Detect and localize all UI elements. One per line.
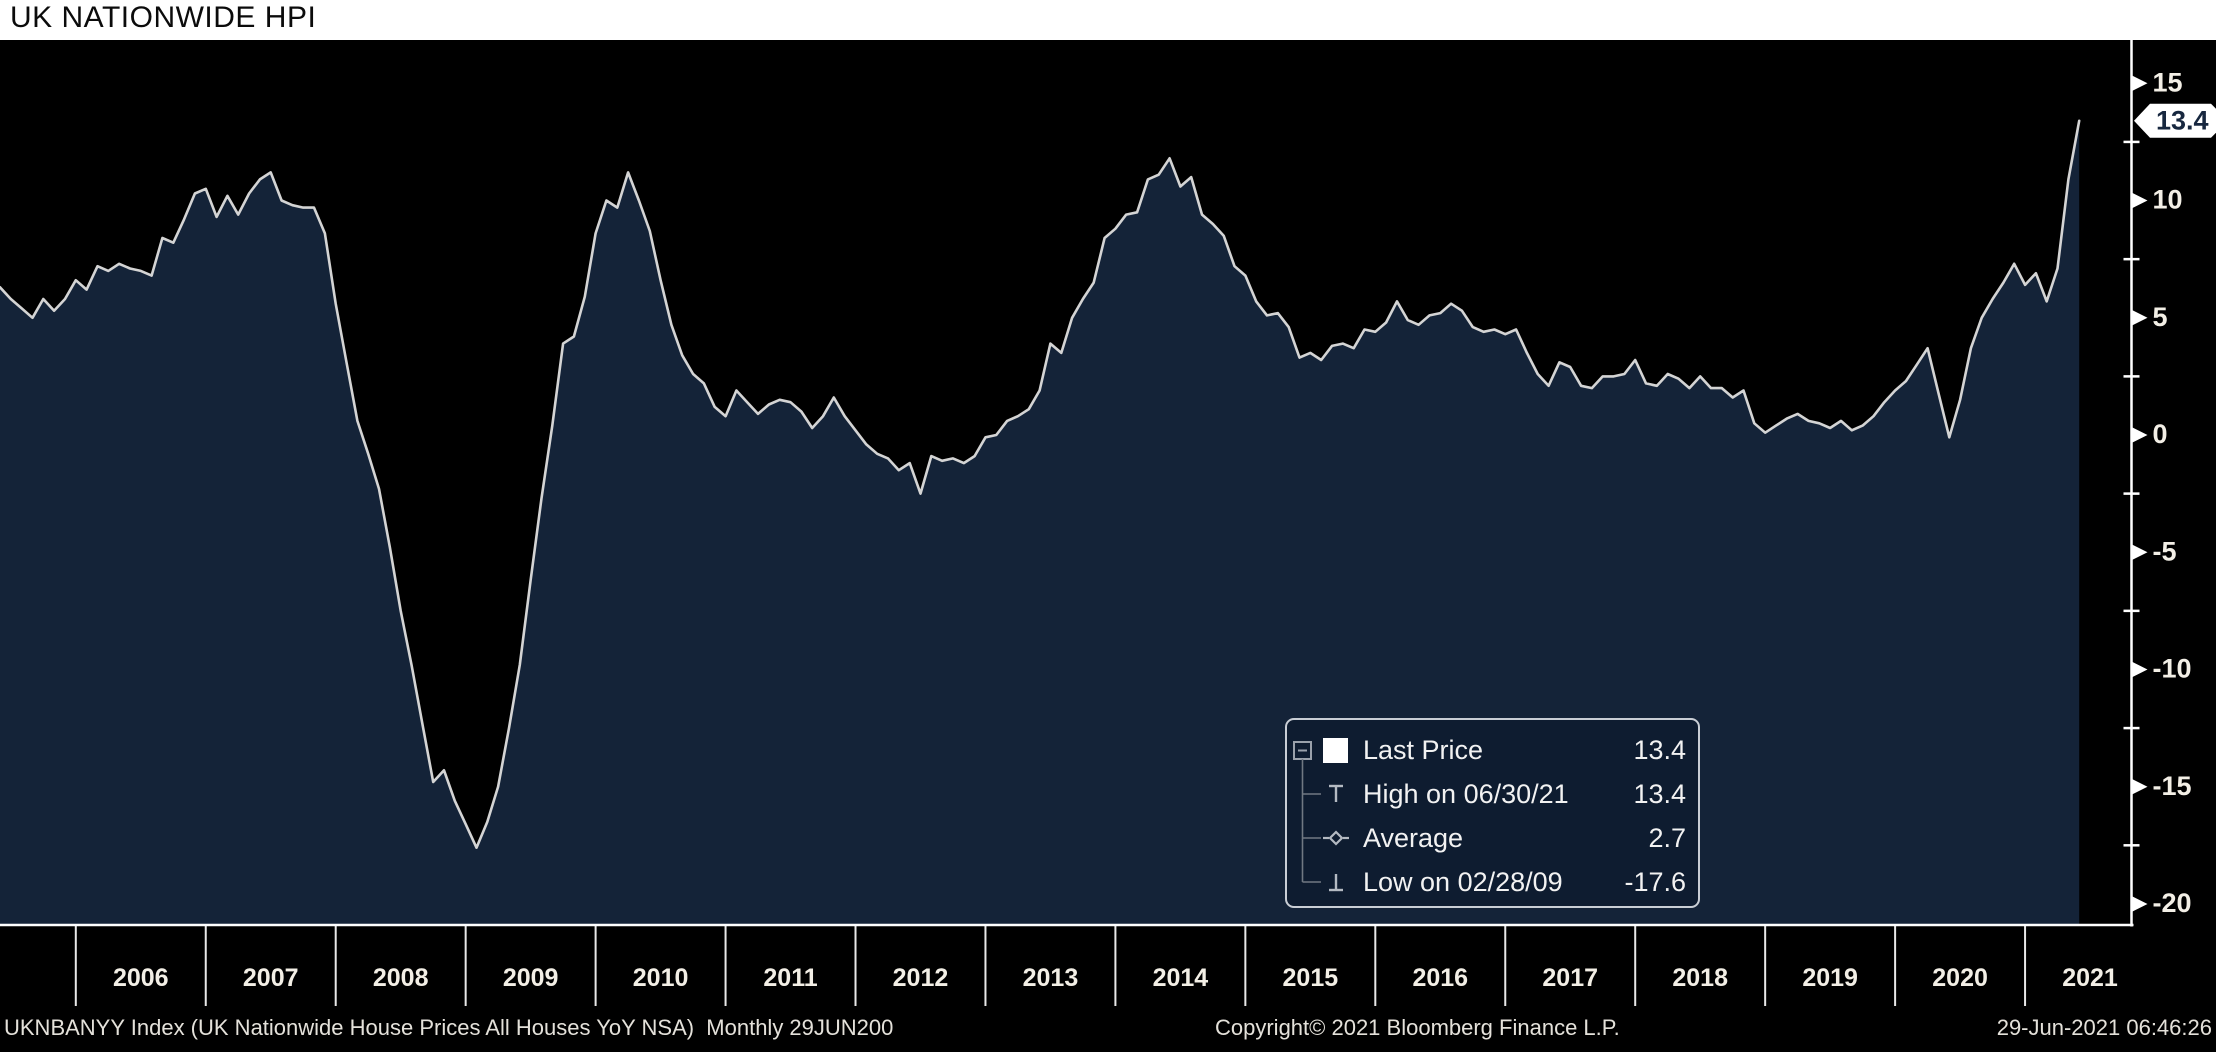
legend-row-low[interactable]: Low on 02/28/09 -17.6 — [1323, 860, 1686, 904]
y-axis: 15 10 5 0 -5 -10 -15 -20 — [2123, 67, 2192, 918]
timestamp: 29-Jun-2021 06:46:26 — [1996, 1015, 2212, 1040]
last-price-tag-value: 13.4 — [2156, 105, 2209, 135]
page-title: UK NATIONWIDE HPI — [10, 1, 317, 34]
y-axis-label: -15 — [2153, 771, 2192, 801]
tree-branch-lines — [1301, 759, 1321, 883]
legend-row-average[interactable]: Average 2.7 — [1323, 816, 1686, 860]
last-price-tag: 13.4 — [2134, 103, 2216, 138]
x-axis-line — [0, 923, 2134, 927]
y-axis-minor-tick — [2123, 609, 2140, 613]
y-axis-tick-arrow — [2131, 75, 2148, 92]
legend-rows: Last Price 13.4 High on 06/30/21 13.4 — [1323, 728, 1686, 904]
y-axis-tick-arrow — [2131, 544, 2148, 561]
y-axis-tick-arrow — [2131, 778, 2148, 795]
y-axis-label: -5 — [2153, 536, 2177, 566]
x-axis-label: 2014 — [1153, 964, 1209, 992]
x-axis: 2006 2007 2008 2009 2010 2011 2012 2013 2014 2015… — [74, 925, 2118, 1006]
legend-label: Low on 02/28/09 — [1363, 866, 1563, 897]
y-axis-label: -20 — [2153, 888, 2192, 918]
y-axis-label: 15 — [2153, 67, 2183, 97]
status-bar: UKNBANYY Index (UK Nationwide House Pric… — [0, 1008, 2216, 1052]
legend-value: 2.7 — [1648, 822, 1686, 853]
legend-row-last-price[interactable]: Last Price 13.4 — [1323, 728, 1686, 772]
ticker-description: UKNBANYY Index (UK Nationwide House Pric… — [4, 1015, 894, 1040]
y-axis-tick-arrow — [2131, 427, 2148, 443]
x-axis-label: 2009 — [503, 964, 559, 992]
legend-row-high[interactable]: High on 06/30/21 13.4 — [1323, 772, 1686, 816]
y-axis-tick-arrow — [2131, 661, 2148, 678]
y-axis-minor-tick — [2123, 844, 2140, 847]
y-axis-label: -10 — [2153, 654, 2192, 684]
legend-value: 13.4 — [1633, 734, 1686, 765]
x-axis-label: 2008 — [373, 964, 429, 992]
y-axis-tick-arrow — [2131, 309, 2148, 326]
x-axis-label: 2007 — [243, 964, 299, 992]
chart-area: 2006 2007 2008 2009 2010 2011 2012 2013 2014 2015… — [0, 40, 2216, 1052]
x-axis-label: 2011 — [763, 964, 817, 992]
x-axis-label: 2016 — [1412, 964, 1468, 992]
average-marker-icon — [1323, 830, 1349, 846]
x-axis-label: 2021 — [2062, 964, 2118, 992]
y-axis-minor-tick — [2123, 257, 2140, 261]
legend-label: Average — [1363, 822, 1464, 853]
low-marker-icon — [1329, 874, 1343, 892]
last-price-tag-shape — [2134, 103, 2216, 138]
legend-box: Last Price 13.4 High on 06/30/21 13.4 — [1285, 718, 1700, 908]
x-axis-label: 2020 — [1932, 964, 1988, 992]
legend-value: 13.4 — [1633, 778, 1686, 809]
high-marker-icon — [1329, 784, 1343, 802]
x-axis-label: 2019 — [1802, 964, 1858, 992]
y-axis-minor-tick — [2123, 140, 2140, 144]
legend-label: High on 06/30/21 — [1363, 778, 1569, 809]
collapse-icon[interactable] — [1293, 741, 1312, 760]
y-axis-label: 10 — [2153, 185, 2183, 215]
x-axis-label: 2010 — [633, 964, 689, 992]
last-price-swatch-icon — [1323, 737, 1348, 763]
x-axis-label: 2012 — [893, 964, 949, 992]
y-axis-line — [2130, 40, 2133, 927]
x-axis-label: 2006 — [113, 964, 169, 992]
legend-label: Last Price — [1363, 734, 1484, 765]
title-bar: UK NATIONWIDE HPI — [0, 0, 2216, 40]
copyright-text: Copyright© 2021 Bloomberg Finance L.P. — [1215, 1015, 1620, 1040]
y-axis-label: 5 — [2153, 302, 2168, 332]
y-axis-label: 0 — [2153, 419, 2168, 449]
y-axis-minor-tick — [2123, 492, 2140, 495]
legend-value: -17.6 — [1624, 866, 1686, 897]
y-axis-tick-arrow — [2131, 895, 2148, 912]
x-axis-label: 2013 — [1023, 964, 1079, 992]
y-axis-minor-tick — [2123, 375, 2140, 378]
legend-tree — [1293, 741, 1321, 883]
x-axis-label: 2015 — [1283, 964, 1339, 992]
price-chart[interactable]: 2006 2007 2008 2009 2010 2011 2012 2013 2014 2015… — [0, 40, 2216, 1008]
x-axis-label: 2017 — [1542, 964, 1598, 992]
y-axis-tick-arrow — [2131, 192, 2148, 209]
x-axis-label: 2018 — [1672, 964, 1728, 992]
price-line — [0, 119, 2081, 849]
y-axis-minor-tick — [2123, 726, 2140, 730]
